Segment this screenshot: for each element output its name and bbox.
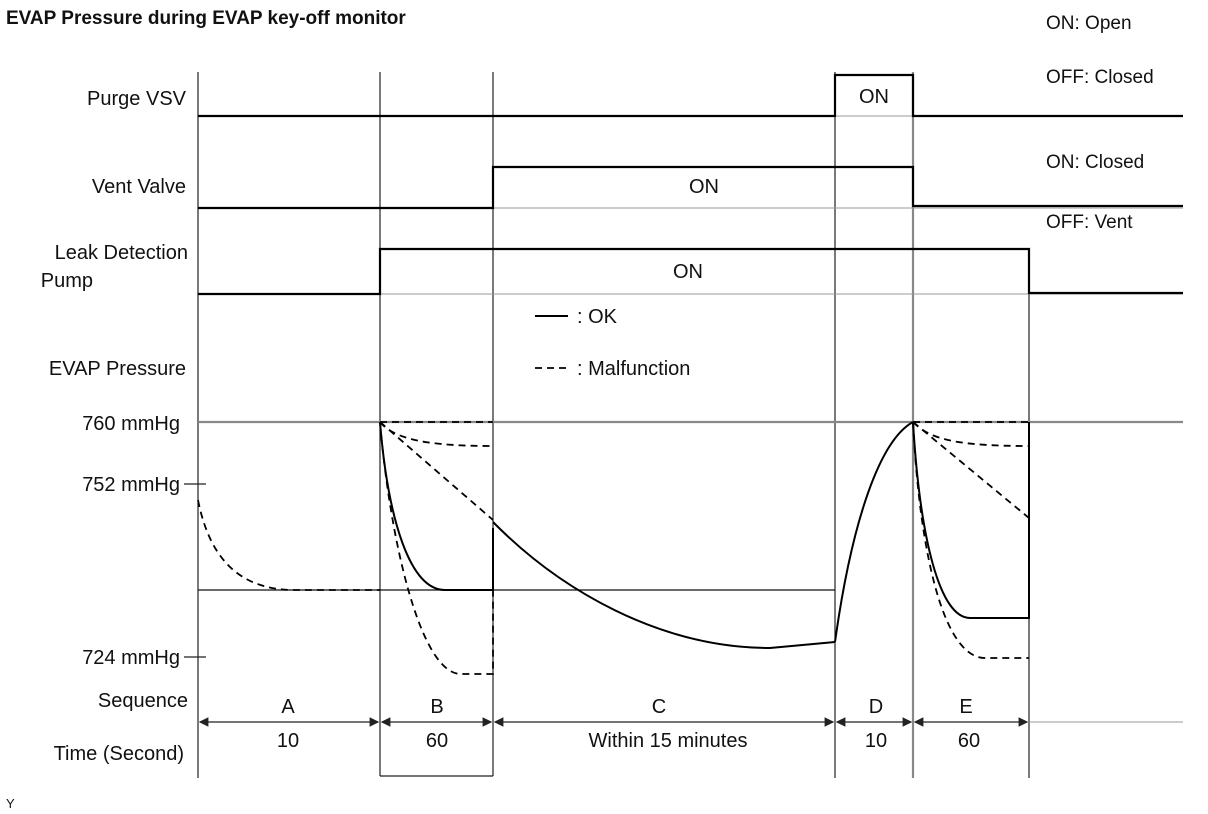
phase-a-time: 10: [277, 730, 299, 752]
pump-on-label: ON: [673, 261, 703, 283]
vent-off-state-label: OFF: Vent: [1046, 212, 1133, 233]
phase-e-malfunction-small: [912, 421, 1030, 447]
malfunction-legend-label: : Malfunction: [577, 358, 690, 380]
purge-on-label: ON: [859, 86, 889, 108]
phase-b-ok-curve: [379, 421, 494, 591]
vent-valve-signal: [198, 165, 1183, 210]
diagram-title: EVAP Pressure during EVAP key-off monito…: [6, 8, 406, 29]
phase-b-malfunction-small: [379, 421, 494, 447]
phase-e-malfunction-linear: [912, 421, 1030, 519]
phase-b-malfunction-large: [379, 421, 494, 675]
phase-b-name: B: [430, 696, 443, 718]
phase-d-name: D: [869, 696, 883, 718]
purge-on-state-label: ON: Open: [1046, 13, 1132, 34]
tick-760: 760 mmHg: [82, 413, 180, 435]
vent-on-state-label: ON: Closed: [1046, 152, 1144, 173]
sequence-label: Sequence: [98, 690, 188, 712]
tick-724: 724 mmHg: [82, 647, 180, 669]
phase-c-name: C: [652, 696, 666, 718]
footnote-mark: Y: [6, 796, 15, 811]
phase-d-time: 10: [865, 730, 887, 752]
phase-e-name: E: [959, 696, 972, 718]
evap-pressure-label: EVAP Pressure: [49, 358, 186, 380]
leak-pump-label-line2: Pump: [41, 270, 93, 292]
vent-on-label: ON: [689, 176, 719, 198]
vent-valve-label: Vent Valve: [92, 176, 186, 198]
phase-b-malfunction-linear: [379, 421, 494, 521]
phase-b-time: 60: [426, 730, 448, 752]
phase-d-rise-curve: [834, 421, 914, 643]
phase-a-name: A: [281, 696, 295, 718]
phase-c-ok-curve: [492, 521, 836, 650]
phase-e-ok-curve: [912, 421, 1030, 619]
tick-752: 752 mmHg: [82, 474, 180, 496]
leak-pump-signal: [198, 247, 1183, 296]
purge-vsv-label: Purge VSV: [87, 88, 187, 110]
ok-legend-label: : OK: [577, 306, 618, 328]
phase-a-malfunction-curve: [197, 499, 380, 591]
purge-vsv-signal: [198, 73, 1183, 118]
time-label: Time (Second): [54, 743, 184, 765]
leak-pump-label-line1: Leak Detection: [55, 242, 188, 264]
phase-c-time: Within 15 minutes: [589, 730, 748, 752]
purge-off-state-label: OFF: Closed: [1046, 67, 1154, 88]
phase-e-time: 60: [958, 730, 980, 752]
phase-e-malfunction-large: [912, 421, 1029, 659]
